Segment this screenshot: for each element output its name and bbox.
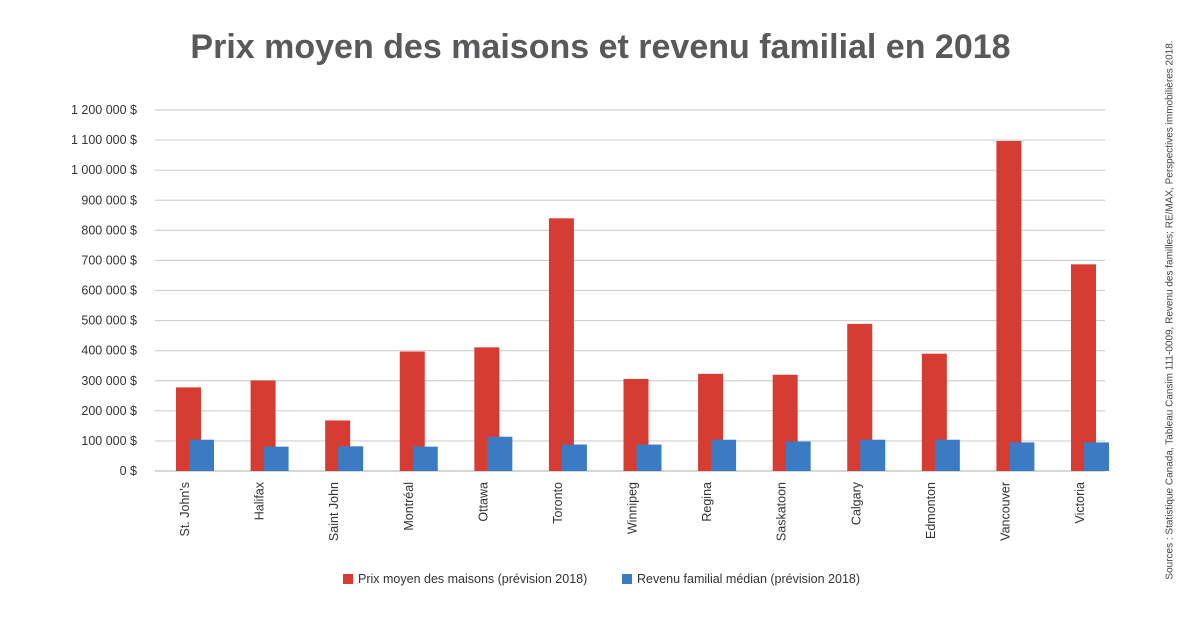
bar-revenu-median (711, 439, 737, 471)
bar-revenu-median (1009, 442, 1035, 471)
legend-label: Prix moyen des maisons (prévision 2018) (358, 572, 587, 586)
bar-revenu-median (263, 446, 289, 471)
chart-title: Prix moyen des maisons et revenu familia… (190, 28, 1011, 66)
legend-label: Revenu familial médian (prévision 2018) (637, 572, 860, 586)
y-tick-label: 1 200 000 $ (71, 103, 137, 117)
y-tick-label: 1 000 000 $ (71, 163, 137, 177)
x-tick-label: Edmonton (924, 482, 938, 539)
y-tick-label: 300 000 $ (81, 374, 137, 388)
x-tick-label: Montréal (402, 482, 416, 531)
bar-revenu-median (487, 436, 513, 471)
y-tick-label: 900 000 $ (81, 193, 137, 207)
x-tick-label: Victoria (1073, 482, 1087, 524)
x-tick-label: Vancouver (998, 482, 1012, 541)
bar-prix-moyen (548, 218, 574, 471)
x-tick-label: Saskatoon (775, 482, 789, 541)
x-tick-label: Halifax (253, 481, 267, 520)
x-tick-label: Saint John (327, 482, 341, 541)
y-tick-label: 700 000 $ (81, 253, 137, 267)
legend-swatch (343, 574, 353, 584)
y-tick-label: 1 100 000 $ (71, 133, 137, 147)
bar-revenu-median (785, 441, 811, 471)
x-tick-label: Regina (700, 482, 714, 522)
x-tick-label: St. John's (178, 482, 192, 537)
y-tick-label: 400 000 $ (81, 344, 137, 358)
bar-revenu-median (338, 446, 364, 471)
bar-revenu-median (636, 444, 662, 471)
y-tick-label: 600 000 $ (81, 284, 137, 298)
source-note: Sources : Statistique Canada, Tableau Ca… (1164, 40, 1176, 580)
bar-prix-moyen (996, 140, 1022, 471)
bar-revenu-median (189, 439, 214, 471)
y-tick-label: 0 $ (120, 464, 137, 478)
y-tick-label: 200 000 $ (81, 404, 137, 418)
legend-swatch (622, 574, 632, 584)
bar-revenu-median (412, 446, 438, 471)
x-tick-label: Winnipeg (626, 482, 640, 534)
x-tick-label: Toronto (551, 482, 565, 524)
bar-revenu-median (561, 444, 587, 471)
y-tick-label: 100 000 $ (81, 434, 137, 448)
x-tick-label: Calgary (849, 481, 863, 525)
bar-revenu-median (934, 439, 960, 471)
bar-revenu-median (860, 439, 886, 471)
x-tick-label: Ottawa (476, 482, 490, 522)
y-tick-label: 800 000 $ (81, 223, 137, 237)
bar-revenu-median (1084, 442, 1109, 471)
bar-prix-moyen (1071, 264, 1096, 471)
y-tick-label: 500 000 $ (81, 314, 137, 328)
